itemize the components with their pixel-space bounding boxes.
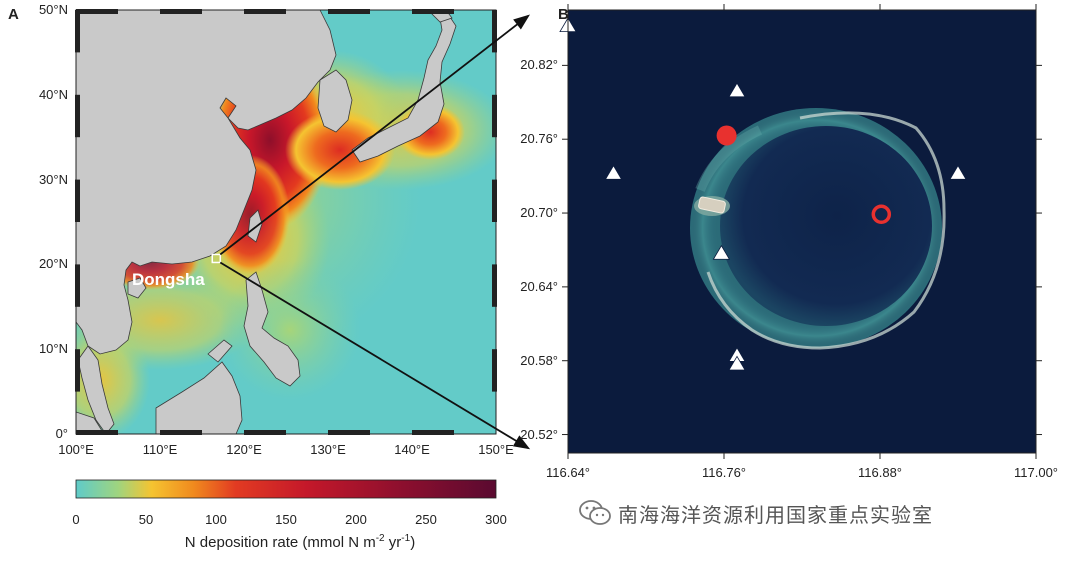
panel-b-y-tick: 20.64° <box>520 278 558 294</box>
panel-b-y-tick: 20.76° <box>520 131 558 147</box>
dongsha-label: Dongsha <box>132 270 205 289</box>
sampling-site-triangle <box>949 164 967 180</box>
wechat-icon <box>579 500 611 525</box>
atoll-map <box>559 10 1036 453</box>
colorbar-tick: 250 <box>415 512 437 527</box>
sampling-site-triangle <box>728 355 746 371</box>
panel-b-y-tick: 20.58° <box>520 352 558 368</box>
reef-crest <box>706 111 946 350</box>
japan <box>351 13 457 163</box>
sampling-site-triangle <box>604 164 623 180</box>
philippines <box>243 271 301 387</box>
panel-b-x-tick: 117.00° <box>1014 465 1058 480</box>
colorbar-label: N deposition rate (mmol N m-2 yr-1) <box>184 533 416 551</box>
colorbar-tick: 300 <box>485 512 507 527</box>
deposition-map <box>76 10 496 434</box>
sampling-site-triangle <box>712 244 731 260</box>
panel-b-y-tick: 20.52° <box>520 426 558 442</box>
panel-b-x-tick: 116.88° <box>858 465 902 480</box>
colorbar-tick: 200 <box>345 512 367 527</box>
hainan <box>127 277 147 299</box>
coral-site-open-circle <box>871 204 892 225</box>
panel-a-x-tick: 150°E <box>478 442 514 457</box>
watermark-text: 南海海洋资源利用国家重点实验室 <box>618 504 933 527</box>
panel-a-x-tick: 120°E <box>226 442 262 457</box>
panel-a-y-tick: 30°N <box>38 171 68 187</box>
panel-a-frame <box>75 9 497 435</box>
panel-b-frame <box>567 9 1037 454</box>
panel-b-y-tick: 20.82° <box>520 57 558 73</box>
panel-a-x-tick: 100°E <box>58 442 94 457</box>
atoll-lagoon <box>720 126 932 326</box>
panel-a-y-tick: 10°N <box>38 341 68 357</box>
panel-b-letter: B <box>558 6 569 23</box>
land-masses <box>76 10 457 434</box>
colorbar-tick: 150 <box>275 512 297 527</box>
coral-site-filled-circle <box>716 125 737 146</box>
borneo <box>155 361 243 434</box>
panel-b-x-tick: 116.76° <box>702 465 746 480</box>
mainland-asia <box>76 10 337 355</box>
malay-peninsula <box>77 345 115 434</box>
panel-a-y-tick: 20°N <box>38 256 68 272</box>
panel-a-y-tick: 40°N <box>38 86 68 102</box>
watermark: 南海海洋资源利用国家重点实验室 <box>578 498 933 528</box>
colorbar-tick: 100 <box>205 512 227 527</box>
panel-b-x-tick: 116.64° <box>546 465 590 480</box>
sampling-site-triangle <box>728 82 746 98</box>
island-airstrip <box>698 196 726 214</box>
colorbar-rect <box>75 479 497 499</box>
connector-arrows <box>219 14 531 450</box>
colorbar-tick: 0 <box>72 512 80 527</box>
dongsha-site-marker <box>211 253 222 264</box>
panel-a-x-tick: 140°E <box>394 442 430 457</box>
panel-a-y-tick: 0° <box>55 426 68 441</box>
korean-peninsula <box>317 69 353 133</box>
panel-a-y-tick: 50°N <box>38 2 68 17</box>
colorbar-tick: 50 <box>138 512 154 527</box>
panel-a-x-tick: 110°E <box>142 442 178 457</box>
panel-a-x-tick: 130°E <box>310 442 346 457</box>
panel-a-letter: A <box>8 6 19 23</box>
colorbar <box>75 479 497 499</box>
panel-b-y-tick: 20.70° <box>520 205 558 221</box>
